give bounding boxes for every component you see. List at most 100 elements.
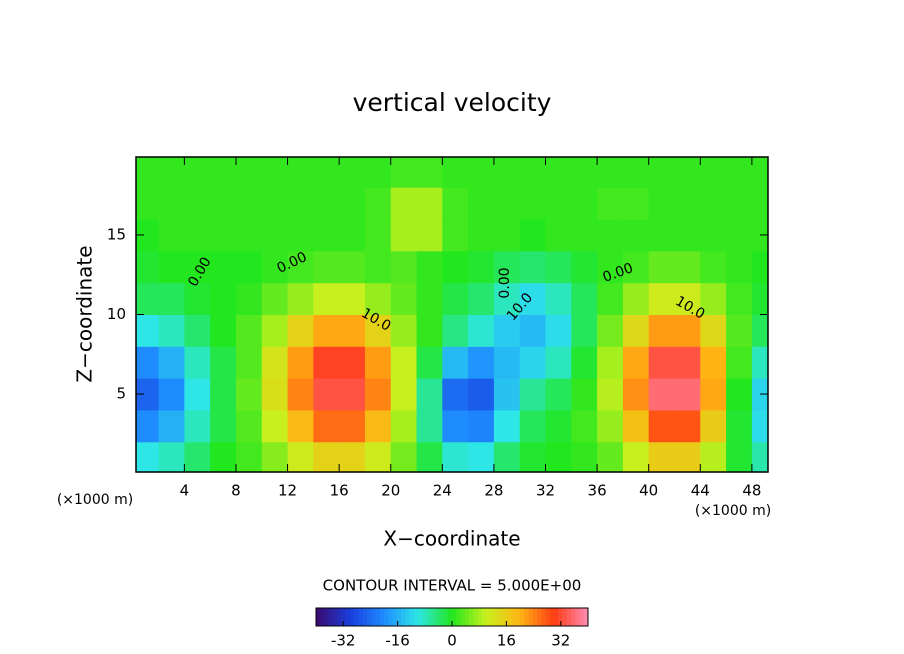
field-cell: [700, 346, 727, 379]
field-cell: [235, 441, 263, 472]
colorbar-swatch: [426, 608, 432, 626]
field-cell: [184, 250, 211, 284]
field-cell: [726, 378, 753, 411]
field-cell: [571, 378, 598, 411]
field-cell: [726, 157, 753, 188]
colorbar-swatch: [469, 608, 474, 626]
colorbar-swatch: [490, 608, 495, 626]
field-cell: [674, 157, 701, 188]
field-cell: [648, 314, 675, 347]
field-cell: [726, 409, 753, 443]
field-cell: [674, 219, 701, 252]
field-cell: [184, 346, 211, 379]
field-cell: [364, 314, 392, 347]
field-cell: [136, 157, 160, 188]
field-cell: [468, 346, 495, 379]
x-tick-label: 44: [691, 482, 710, 500]
colorbar-swatch: [328, 608, 334, 626]
field-cell: [597, 409, 624, 443]
colorbar-swatch: [473, 608, 478, 626]
field-cell: [158, 157, 185, 188]
field-cell: [210, 157, 237, 188]
colorbar-swatch: [350, 608, 355, 626]
x-axis-label: X−coordinate: [383, 527, 520, 551]
colorbar-tick-label: -32: [331, 632, 356, 650]
colorbar-swatch: [511, 608, 517, 626]
x-tick-label: 32: [536, 482, 555, 500]
field-cell: [184, 157, 211, 188]
field-cell: [519, 187, 547, 220]
colorbar-swatch: [566, 608, 572, 626]
field-cell: [364, 346, 392, 379]
field-cell: [235, 378, 263, 411]
field-cell: [545, 441, 572, 472]
field-cell: [287, 346, 314, 379]
field-cell: [597, 187, 624, 220]
field-cell: [468, 250, 495, 284]
field-cell: [571, 314, 598, 347]
field-cell: [235, 409, 263, 443]
field-cell: [468, 187, 495, 220]
field-cell: [261, 250, 289, 284]
colorbar-tick-label: 16: [497, 632, 516, 650]
field-cell: [751, 250, 768, 284]
field-cell: [545, 346, 572, 379]
field-cell: [751, 378, 768, 411]
field-cell: [493, 250, 521, 284]
field-cell: [545, 219, 572, 252]
field-cell: [339, 250, 366, 284]
field-cell: [210, 250, 237, 284]
field-cell: [442, 346, 469, 379]
field-cell: [313, 409, 340, 443]
field-cell: [597, 157, 624, 188]
colorbar-swatch: [498, 608, 504, 626]
x-tick-label: 12: [278, 482, 297, 500]
field-cell: [468, 219, 495, 252]
field-cell: [751, 187, 768, 220]
field-cell: [700, 378, 727, 411]
colorbar-swatch: [571, 608, 576, 626]
field-cell: [726, 282, 753, 315]
field-cell: [261, 157, 289, 188]
field-cell: [571, 187, 598, 220]
field-cell: [442, 282, 469, 315]
colorbar-swatch: [430, 608, 436, 626]
field-cell: [136, 314, 160, 347]
field-cell: [597, 250, 624, 284]
field-cell: [235, 282, 263, 315]
field-cell: [158, 282, 185, 315]
field-cell: [210, 409, 237, 443]
field-cell: [416, 346, 443, 379]
field-cell: [493, 409, 521, 443]
field-cell: [158, 219, 185, 252]
field-cell: [313, 157, 340, 188]
colorbar-swatch: [507, 608, 512, 626]
field: [136, 157, 768, 472]
field-cell: [235, 346, 263, 379]
field-cell: [339, 314, 366, 347]
field-cell: [571, 441, 598, 472]
colorbar-swatch: [583, 608, 589, 626]
colorbar-swatch: [562, 608, 568, 626]
field-cell: [390, 409, 418, 443]
field-cell: [700, 409, 727, 443]
field-cell: [210, 346, 237, 379]
field-cell: [700, 441, 727, 472]
field-cell: [468, 157, 495, 188]
field-cell: [726, 187, 753, 220]
field-cell: [597, 378, 624, 411]
colorbar-swatch: [447, 608, 453, 626]
field-cell: [210, 187, 237, 220]
field-cell: [622, 441, 650, 472]
field-cell: [674, 250, 701, 284]
contour-label: 0.00: [497, 267, 513, 298]
field-cell: [674, 378, 701, 411]
field-cell: [442, 157, 469, 188]
field-cell: [493, 378, 521, 411]
field-cell: [493, 219, 521, 252]
field-cell: [622, 250, 650, 284]
field-cell: [261, 346, 289, 379]
colorbar-swatch: [579, 608, 585, 626]
field-cell: [287, 378, 314, 411]
field-cell: [416, 409, 443, 443]
